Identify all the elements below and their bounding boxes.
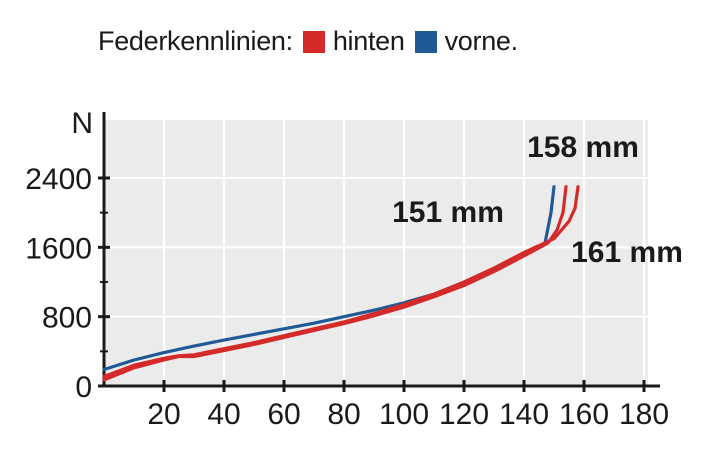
- annotation-151mm: 151 mm: [392, 196, 504, 229]
- legend-label-vorne: vorne.: [444, 26, 519, 56]
- x-tick-label-60: 60: [267, 398, 300, 431]
- x-tick-label-40: 40: [207, 398, 240, 431]
- series-line-hinten-2: [102, 185, 580, 379]
- legend: Federkennlinien: hinten vorne.: [98, 26, 518, 57]
- legend-label-hinten: hinten: [332, 26, 405, 56]
- annotation-158mm: 158 mm: [527, 131, 639, 164]
- legend-swatch-hinten: [302, 30, 325, 53]
- y-tick-label-1600: 1600: [25, 232, 92, 265]
- x-tick-label-140: 140: [499, 398, 549, 431]
- x-tick-label-100: 100: [379, 398, 429, 431]
- y-tick-label-0: 0: [75, 371, 92, 404]
- x-tick-label-80: 80: [327, 398, 360, 431]
- y-axis-label: N: [71, 107, 93, 140]
- legend-title: Federkennlinien:: [98, 26, 293, 56]
- plot-background: [104, 120, 648, 386]
- x-tick-label-180: 180: [619, 398, 669, 431]
- legend-swatch-vorne: [414, 30, 437, 53]
- y-tick-label-2400: 2400: [25, 163, 92, 196]
- x-tick-label-120: 120: [439, 398, 489, 431]
- y-tick-label-800: 800: [42, 302, 92, 335]
- x-tick-label-20: 20: [147, 398, 180, 431]
- x-tick-label-160: 160: [559, 398, 609, 431]
- annotation-161mm: 161 mm: [571, 236, 683, 269]
